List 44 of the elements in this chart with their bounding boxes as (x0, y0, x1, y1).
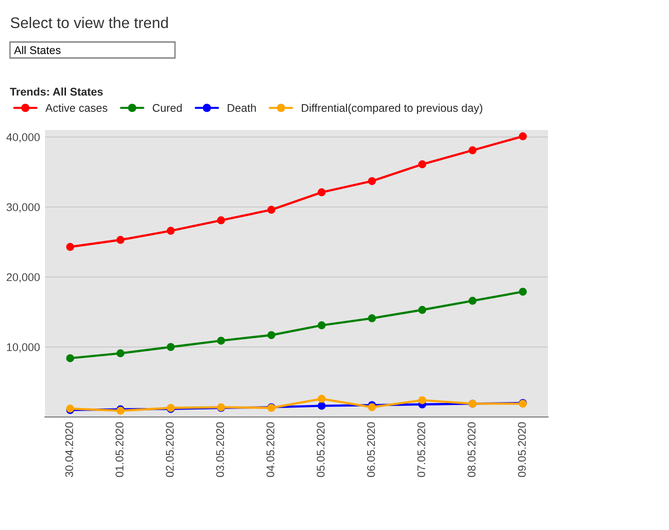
point (518, 288, 527, 296)
point (318, 188, 326, 196)
point (166, 343, 175, 351)
point (166, 226, 175, 235)
x-tick-label: 05.05.2020 (316, 422, 325, 478)
x-tick-label: 02.05.2020 (166, 422, 174, 478)
point (217, 336, 226, 345)
point (116, 236, 124, 244)
y-tick-label: 40,000 (6, 133, 40, 142)
point (468, 146, 477, 154)
y-tick-label: 10,000 (7, 343, 40, 352)
x-tick-label: 01.05.2020 (116, 422, 124, 478)
legend-label: Active cases (45, 104, 108, 112)
point (368, 314, 376, 322)
x-tick-label: 04.05.2020 (266, 422, 274, 478)
point (267, 206, 276, 214)
point (217, 216, 226, 224)
text: All States (14, 46, 61, 54)
point (116, 349, 124, 358)
point (468, 296, 477, 305)
x-tick-label: 30.04.2020 (65, 422, 74, 478)
point (518, 132, 527, 140)
point (318, 394, 326, 403)
x-tick-label: 03.05.2020 (216, 422, 224, 478)
point (418, 160, 426, 168)
point (267, 331, 276, 340)
point (318, 402, 326, 410)
legend-label: Cured (152, 104, 182, 112)
legend-label: Diffrential(compared to previous day) (302, 104, 482, 114)
x-tick-label: 07.05.2020 (417, 422, 426, 478)
y-tick-label: 30,000 (6, 203, 40, 212)
point (368, 177, 376, 186)
point (318, 321, 326, 330)
point (418, 306, 426, 314)
chart-title: Trends: All States (10, 88, 103, 96)
x-tick-label: 09.05.2020 (518, 422, 526, 478)
legend-label: Death (228, 104, 256, 112)
point (66, 354, 74, 362)
point (418, 396, 426, 404)
point (66, 242, 74, 251)
x-tick-label: 06.05.2020 (367, 422, 375, 478)
y-tick-label: 20,000 (6, 273, 40, 282)
x-tick-label: 08.05.2020 (468, 422, 476, 478)
text: Select to view the trend (10, 16, 168, 28)
